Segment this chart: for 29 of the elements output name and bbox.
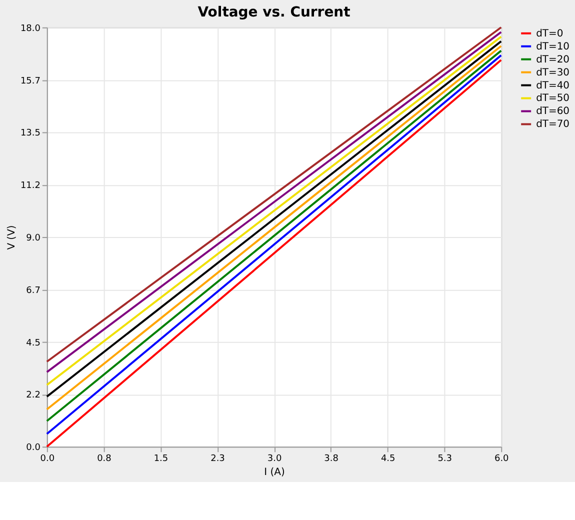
y-tick-label: 13.5 xyxy=(20,128,40,139)
chart-title: Voltage vs. Current xyxy=(198,4,351,20)
y-tick-label: 15.7 xyxy=(20,76,40,86)
legend-label: dT=0 xyxy=(536,28,564,40)
x-tick-label: 3.8 xyxy=(324,454,339,464)
x-tick-label: 0.8 xyxy=(97,454,112,464)
x-tick-label: 1.5 xyxy=(154,454,168,464)
y-tick-label: 2.2 xyxy=(26,390,40,401)
x-tick-label: 4.5 xyxy=(380,454,396,464)
legend-label: dT=10 xyxy=(536,41,570,52)
legend-label: dT=30 xyxy=(536,67,570,78)
legend-label: dT=60 xyxy=(536,106,570,118)
y-axis-title: V (V) xyxy=(6,225,18,250)
legend-label: dT=70 xyxy=(536,119,570,130)
x-axis-title: I (A) xyxy=(264,467,285,478)
y-tick-label: 9.0 xyxy=(26,234,41,244)
legend-label: dT=20 xyxy=(536,54,570,66)
y-tick-label: 4.5 xyxy=(26,338,40,348)
y-tick-label: 0.0 xyxy=(26,443,41,454)
legend-label: dT=50 xyxy=(536,93,570,104)
x-tick-label: 2.3 xyxy=(210,454,225,464)
legend-label: dT=40 xyxy=(536,80,570,92)
x-tick-label: 0.0 xyxy=(40,454,55,464)
y-tick-label: 11.2 xyxy=(20,181,40,192)
y-tick-label: 18.0 xyxy=(20,24,41,34)
x-tick-label: 6.0 xyxy=(494,454,510,464)
x-tick-label: 3.0 xyxy=(267,454,282,464)
y-tick-label: 6.7 xyxy=(26,286,40,296)
x-tick-label: 5.3 xyxy=(438,454,452,464)
